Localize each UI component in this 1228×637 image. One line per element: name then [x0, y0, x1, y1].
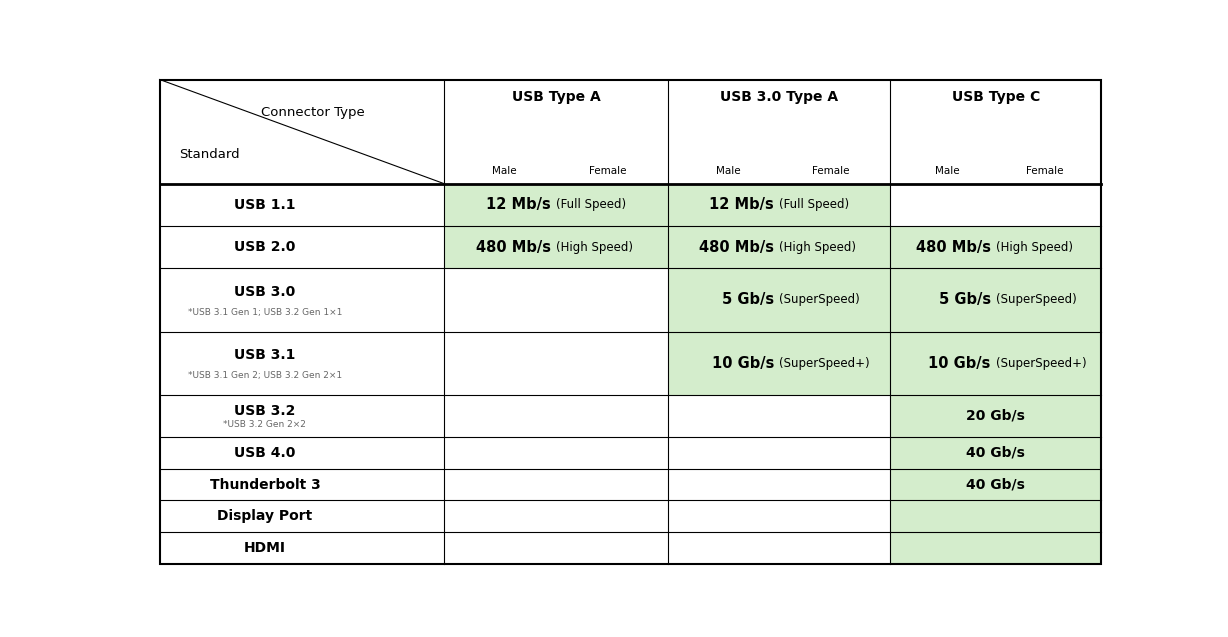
Text: 40 Gb/s: 40 Gb/s	[966, 446, 1025, 460]
Bar	[890, 331, 1102, 395]
Bar	[160, 268, 445, 331]
Bar	[668, 331, 890, 395]
Bar	[160, 183, 445, 226]
Text: USB 3.0: USB 3.0	[235, 285, 296, 299]
Bar	[445, 268, 668, 331]
Bar	[668, 226, 890, 268]
Text: 480 Mb/s: 480 Mb/s	[476, 240, 556, 255]
Text: 12 Mb/s: 12 Mb/s	[486, 197, 556, 212]
Bar	[890, 437, 1102, 469]
Bar	[890, 268, 1102, 331]
Bar	[160, 501, 445, 532]
Text: (Full Speed): (Full Speed)	[780, 198, 850, 211]
Text: Female: Female	[1025, 166, 1063, 176]
Bar	[445, 437, 668, 469]
Text: 480 Mb/s: 480 Mb/s	[916, 240, 996, 255]
Text: (High Speed): (High Speed)	[996, 241, 1073, 254]
Bar	[445, 331, 668, 395]
Text: (SuperSpeed+): (SuperSpeed+)	[996, 357, 1087, 369]
Bar	[668, 437, 890, 469]
Text: Thunderbolt 3: Thunderbolt 3	[210, 478, 321, 492]
Text: (SuperSpeed): (SuperSpeed)	[780, 293, 860, 306]
Bar	[668, 532, 890, 564]
Text: Male: Male	[716, 166, 740, 176]
Bar	[890, 532, 1102, 564]
Text: Connector Type: Connector Type	[260, 106, 365, 119]
Bar	[445, 183, 668, 226]
Bar	[890, 501, 1102, 532]
Text: USB 2.0: USB 2.0	[235, 240, 296, 254]
Text: *USB 3.1 Gen 2; USB 3.2 Gen 2×1: *USB 3.1 Gen 2; USB 3.2 Gen 2×1	[188, 371, 341, 380]
Text: Female: Female	[812, 166, 849, 176]
Bar	[160, 437, 445, 469]
Bar	[445, 226, 668, 268]
Text: USB 4.0: USB 4.0	[235, 446, 296, 460]
Bar	[890, 395, 1102, 437]
Bar	[890, 469, 1102, 501]
Text: 20 Gb/s: 20 Gb/s	[966, 409, 1025, 423]
Text: (SuperSpeed+): (SuperSpeed+)	[780, 357, 869, 369]
Text: 10 Gb/s: 10 Gb/s	[928, 355, 996, 371]
Text: Standard: Standard	[179, 148, 241, 161]
Text: 40 Gb/s: 40 Gb/s	[966, 478, 1025, 492]
Text: 5 Gb/s: 5 Gb/s	[938, 292, 996, 307]
Text: *USB 3.1 Gen 1; USB 3.2 Gen 1×1: *USB 3.1 Gen 1; USB 3.2 Gen 1×1	[188, 308, 343, 317]
Bar	[890, 183, 1102, 226]
Bar	[668, 501, 890, 532]
Bar	[890, 226, 1102, 268]
Bar	[160, 226, 445, 268]
Text: Male: Male	[492, 166, 517, 176]
Text: USB 1.1: USB 1.1	[235, 197, 296, 211]
Bar	[668, 183, 890, 226]
Bar	[160, 80, 1102, 183]
Bar	[668, 395, 890, 437]
Text: USB Type A: USB Type A	[512, 90, 600, 104]
Text: USB 3.2: USB 3.2	[235, 403, 296, 417]
Text: USB Type C: USB Type C	[952, 90, 1040, 104]
Text: Male: Male	[935, 166, 959, 176]
Bar	[445, 395, 668, 437]
Bar	[160, 532, 445, 564]
Text: 480 Mb/s: 480 Mb/s	[699, 240, 780, 255]
Text: 12 Mb/s: 12 Mb/s	[710, 197, 780, 212]
Bar	[445, 469, 668, 501]
Text: (SuperSpeed): (SuperSpeed)	[996, 293, 1077, 306]
Text: *USB 3.2 Gen 2×2: *USB 3.2 Gen 2×2	[223, 420, 306, 429]
Text: 5 Gb/s: 5 Gb/s	[722, 292, 780, 307]
Bar	[160, 395, 445, 437]
Bar	[668, 469, 890, 501]
Bar	[445, 532, 668, 564]
Bar	[160, 331, 445, 395]
Text: USB 3.0 Type A: USB 3.0 Type A	[721, 90, 839, 104]
Text: (High Speed): (High Speed)	[780, 241, 856, 254]
Bar	[160, 469, 445, 501]
Text: (Full Speed): (Full Speed)	[556, 198, 626, 211]
Text: Display Port: Display Port	[217, 510, 313, 524]
Text: (High Speed): (High Speed)	[556, 241, 634, 254]
Text: Female: Female	[589, 166, 626, 176]
Text: 10 Gb/s: 10 Gb/s	[712, 355, 780, 371]
Text: HDMI: HDMI	[244, 541, 286, 555]
Bar	[668, 268, 890, 331]
Bar	[445, 501, 668, 532]
Text: USB 3.1: USB 3.1	[235, 348, 296, 362]
